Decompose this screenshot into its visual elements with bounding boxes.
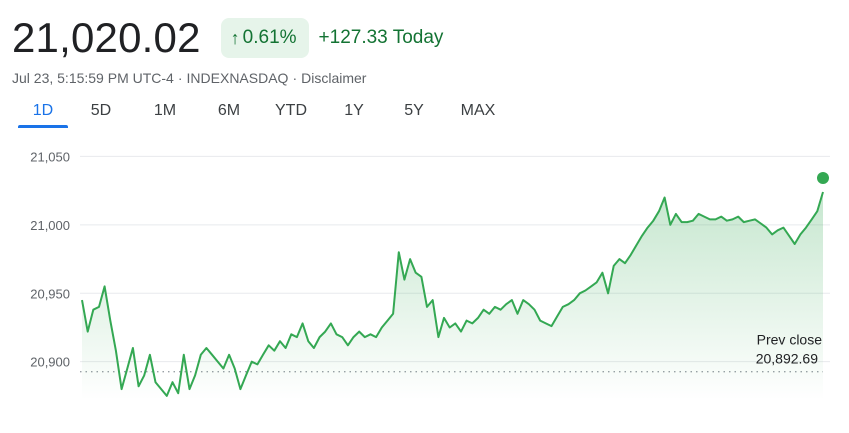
- period-label: Today: [392, 27, 444, 48]
- tab-max[interactable]: MAX: [460, 102, 496, 119]
- tab-1d[interactable]: 1D: [18, 96, 68, 128]
- timestamp: Jul 23, 5:15:59 PM UTC-4: [12, 70, 174, 86]
- percent-change-value: 0.61%: [242, 27, 297, 48]
- tab-1y[interactable]: 1Y: [344, 102, 364, 119]
- percent-change-badge: ↑ 0.61%: [220, 18, 309, 58]
- y-axis-labels: 20,900 20,950 21,000 21,050: [30, 149, 70, 369]
- last-price-dot[interactable]: [817, 172, 829, 184]
- current-price: 21,020.02: [12, 14, 201, 61]
- meta-separator: ·: [177, 70, 183, 86]
- y-tick-label: 20,950: [30, 286, 70, 301]
- point-change: +127.33 Today: [319, 27, 444, 49]
- y-tick-label: 21,050: [30, 149, 70, 164]
- quote-meta: Jul 23, 5:15:59 PM UTC-4 · INDEXNASDAQ ·…: [12, 70, 849, 86]
- price-row: 21,020.02 ↑ 0.61% +127.33 Today: [12, 12, 849, 64]
- y-tick-label: 21,000: [30, 218, 70, 233]
- tab-6m[interactable]: 6M: [217, 102, 241, 119]
- tab-5d[interactable]: 5D: [90, 102, 112, 119]
- range-tabs: 1D 5D 1M 6M YTD 1Y 5Y MAX: [18, 96, 500, 128]
- prev-close-value: 20,892.69: [756, 351, 818, 367]
- tab-5y[interactable]: 5Y: [404, 102, 424, 119]
- price-area: [82, 192, 823, 400]
- y-tick-label: 20,900: [30, 355, 70, 370]
- tab-1m[interactable]: 1M: [153, 102, 177, 119]
- price-line: [81, 191, 824, 397]
- prev-close-label: Prev close: [757, 332, 823, 348]
- point-change-value: +127.33: [318, 27, 388, 48]
- meta-separator: ·: [292, 70, 298, 86]
- disclaimer-link[interactable]: Disclaimer: [301, 70, 367, 86]
- quote-header: 21,020.02 ↑ 0.61% +127.33 Today Jul 23, …: [12, 12, 849, 86]
- tab-ytd[interactable]: YTD: [275, 102, 307, 119]
- arrow-up-icon: ↑: [230, 27, 240, 48]
- exchange-name: INDEXNASDAQ: [186, 70, 289, 86]
